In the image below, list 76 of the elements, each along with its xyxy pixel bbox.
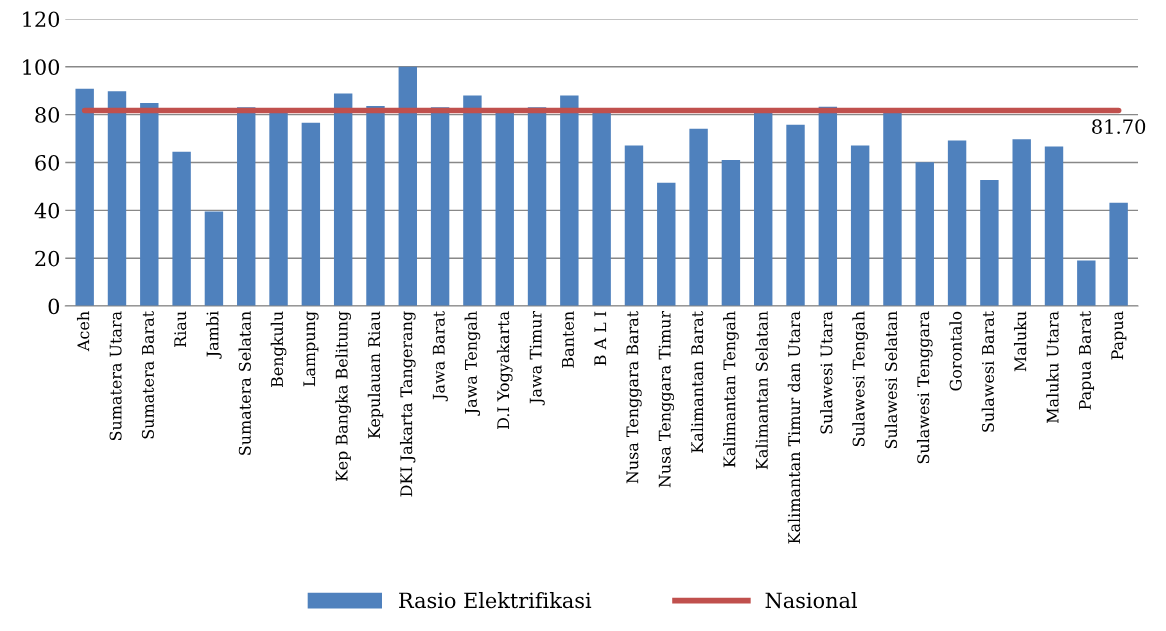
bar — [495, 112, 514, 307]
bar — [204, 211, 224, 307]
bar — [624, 145, 644, 307]
legend-label: Rasio Elektrifikasi — [399, 592, 592, 609]
bar — [786, 124, 805, 307]
y-tick-label: 0 — [48, 298, 60, 315]
x-tick-label: Sulawesi Utara — [820, 311, 833, 434]
bar — [1044, 146, 1064, 307]
bar — [818, 106, 838, 307]
bar — [463, 95, 482, 307]
y-tick-label: 20 — [35, 250, 60, 267]
bar — [430, 107, 450, 307]
x-tick-label: Sumatera Selatan — [238, 311, 251, 455]
y-tick-label: 40 — [34, 202, 60, 219]
x-tick-label: Jawa Tengah — [464, 311, 481, 416]
bar — [915, 162, 934, 307]
x-tick-label: Kepulauan Riau — [367, 311, 384, 439]
y-tick-label: 80 — [35, 107, 60, 123]
bar — [527, 107, 547, 307]
x-tick-label: Papua Barat — [1079, 311, 1095, 410]
data-label: 81.70 — [1092, 119, 1146, 134]
bar — [721, 160, 741, 307]
bar — [850, 145, 870, 307]
bar — [172, 151, 191, 307]
y-tick-label: 120 — [23, 11, 60, 28]
x-tick-label: Kalimantan Barat — [690, 311, 704, 453]
x-tick-label: Sulawesi Tenggara — [916, 311, 933, 464]
x-tick-label: Sulawesi Barat — [981, 311, 995, 432]
x-tick-label: Nusa Tenggara Barat — [626, 311, 642, 484]
bar — [107, 91, 127, 307]
bar — [947, 140, 967, 307]
y-tick-label: 60 — [35, 154, 60, 171]
x-tick-label: Banten — [562, 311, 574, 368]
bar — [269, 112, 288, 307]
y-tick-label: 100 — [23, 59, 60, 75]
bar — [237, 107, 256, 307]
bar — [754, 112, 773, 307]
x-tick-label: Jambi — [206, 311, 222, 359]
x-tick-label: Sulawesi Selatan — [884, 311, 898, 449]
x-tick-label: B A L I — [594, 311, 607, 366]
x-tick-label: D.I Yogyakarta — [496, 311, 513, 430]
bar — [333, 93, 353, 307]
x-tick-label: Papua — [1111, 311, 1127, 360]
x-tick-label: Gorontalo — [949, 311, 962, 391]
x-tick-label: Bengkulu — [270, 311, 287, 388]
x-tick-label: Kalimantan Tengah — [723, 311, 739, 468]
bar — [1109, 202, 1128, 307]
x-tick-label: Aceh — [76, 311, 90, 352]
bar — [1077, 260, 1096, 307]
bar — [689, 128, 708, 307]
bar — [980, 179, 999, 307]
x-tick-label: Lampung — [303, 311, 319, 387]
bar — [1012, 139, 1031, 307]
x-tick-label: DKI Jakarta Tangerang — [399, 311, 416, 497]
x-tick-label: Maluku — [1013, 311, 1027, 372]
bar — [883, 112, 902, 307]
x-tick-label: Jawa Timur — [529, 310, 545, 406]
bar — [301, 122, 321, 307]
bar — [140, 102, 159, 307]
x-tick-label: Kalimantan Selatan — [755, 311, 768, 470]
x-tick-label: Jawa Barat — [432, 311, 448, 402]
bar — [398, 66, 417, 307]
bar — [75, 88, 94, 307]
x-tick-label: Kep Bangka Belitung — [335, 311, 352, 481]
x-tick-label: Nusa Tenggara Timur — [658, 310, 675, 488]
x-tick-label: Sumatera Utara — [109, 311, 122, 441]
x-tick-label: Sulawesi Tengah — [852, 311, 868, 447]
bar — [657, 182, 676, 307]
x-tick-label: Riau — [174, 311, 187, 347]
bar — [560, 95, 579, 307]
bar — [592, 112, 611, 307]
bar — [366, 106, 385, 307]
legend-label: Nasional — [765, 592, 857, 609]
x-tick-label: Sumatera Barat — [141, 311, 154, 439]
x-tick-label: Kalimantan Timur dan Utara — [787, 311, 801, 544]
x-tick-label: Maluku Utara — [1046, 311, 1059, 423]
